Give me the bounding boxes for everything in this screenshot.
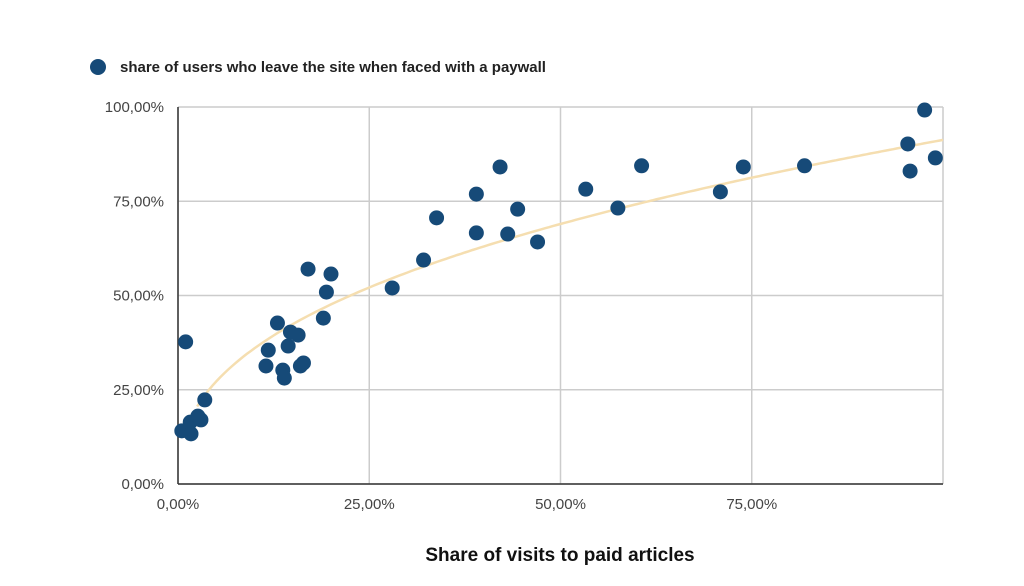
- data-point: [295, 355, 311, 371]
- data-point: [735, 159, 751, 175]
- y-tick-label: 50,00%: [113, 288, 164, 305]
- data-point: [610, 200, 626, 216]
- data-point: [280, 338, 296, 354]
- data-point: [260, 342, 276, 358]
- data-point: [276, 370, 292, 386]
- y-tick-label: 0,00%: [121, 476, 164, 493]
- data-point: [900, 136, 916, 152]
- data-point: [178, 334, 194, 350]
- data-points: [174, 102, 943, 442]
- y-tick-label: 75,00%: [113, 193, 164, 210]
- legend: share of users who leave the site when f…: [90, 59, 546, 76]
- x-axis-title: Share of visits to paid articles: [425, 545, 694, 566]
- x-tick-label: 0,00%: [157, 496, 200, 513]
- x-tick-label: 50,00%: [535, 496, 586, 513]
- y-tick-labels: 0,00% 25,00% 50,00% 75,00% 100,00%: [105, 99, 164, 493]
- axes: [177, 107, 943, 485]
- data-point: [300, 261, 316, 277]
- data-point: [197, 392, 213, 408]
- data-point: [315, 310, 331, 326]
- data-point: [468, 225, 484, 241]
- data-point: [510, 201, 526, 217]
- x-tick-label: 75,00%: [726, 496, 777, 513]
- data-point: [917, 102, 933, 118]
- data-point: [258, 358, 274, 374]
- data-point: [500, 226, 516, 242]
- x-tick-label: 25,00%: [344, 496, 395, 513]
- data-point: [323, 266, 339, 282]
- data-point: [468, 186, 484, 202]
- data-point: [634, 158, 650, 174]
- data-point: [530, 234, 546, 250]
- data-point: [193, 412, 209, 428]
- data-point: [927, 150, 943, 166]
- data-point: [416, 252, 432, 268]
- data-point: [290, 327, 306, 343]
- data-point: [183, 426, 199, 442]
- data-point: [384, 280, 400, 296]
- data-point: [902, 163, 918, 179]
- trendline: [196, 138, 944, 408]
- data-point: [269, 315, 285, 331]
- data-point: [429, 210, 445, 226]
- data-point: [318, 284, 334, 300]
- data-point: [712, 184, 728, 200]
- x-tick-labels: 0,00% 25,00% 50,00% 75,00%: [157, 496, 777, 513]
- data-point: [578, 181, 594, 197]
- data-point: [797, 158, 813, 174]
- legend-label: share of users who leave the site when f…: [120, 59, 546, 76]
- y-tick-label: 100,00%: [105, 99, 164, 116]
- data-point: [492, 159, 508, 175]
- legend-marker: [90, 59, 106, 75]
- y-tick-label: 25,00%: [113, 382, 164, 399]
- gridlines: [177, 106, 944, 485]
